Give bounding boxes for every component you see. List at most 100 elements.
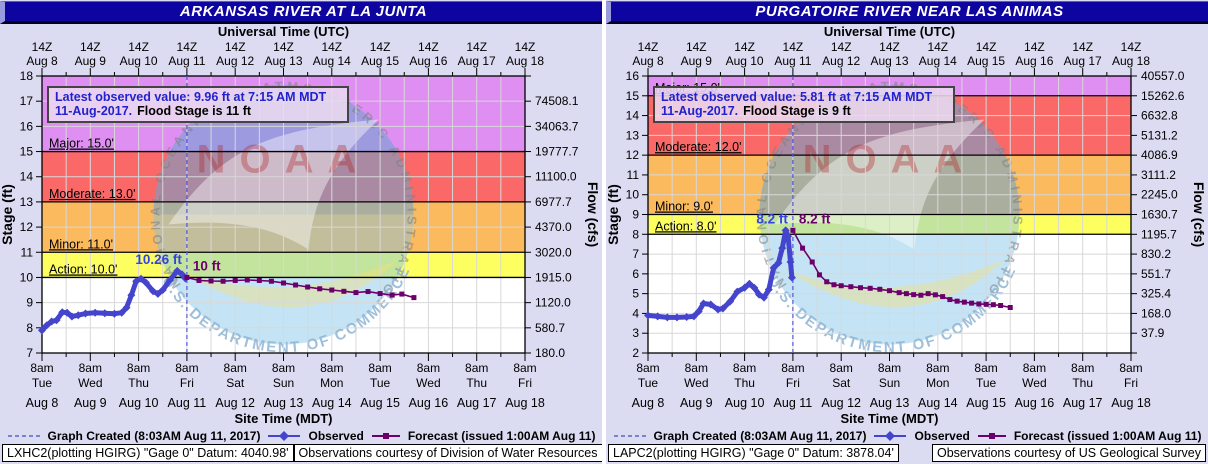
observed-marker bbox=[778, 244, 787, 253]
observed-marker bbox=[81, 309, 90, 318]
utc-date-label: Aug 9 bbox=[75, 54, 107, 68]
forecast-marker bbox=[858, 285, 864, 291]
forecast-marker bbox=[976, 301, 982, 307]
flow-tick-label: 551.7 bbox=[1141, 267, 1171, 281]
utc-date-label: Aug 14 bbox=[313, 54, 351, 68]
flow-tick-label: 1915.0 bbox=[535, 270, 572, 284]
site-time-tick-label: 8am bbox=[513, 361, 536, 375]
annotation-box bbox=[653, 86, 955, 123]
forecast-marker bbox=[411, 295, 417, 301]
weekday-label: Fri bbox=[786, 376, 800, 390]
observed-marker bbox=[745, 279, 754, 288]
utc-date-label: Aug 11 bbox=[774, 54, 811, 68]
flood-label-major: Major: 15.0' bbox=[49, 137, 114, 151]
site-time-tick-label: 8am bbox=[733, 361, 756, 375]
weekday-label: Tue bbox=[370, 376, 391, 390]
weekday-label: Wed bbox=[684, 376, 708, 390]
stage-tick-label: 5 bbox=[632, 287, 639, 301]
utc-axis-title: Universal Time (UTC) bbox=[823, 24, 956, 39]
forecast-line-icon bbox=[371, 432, 400, 439]
weekday-label: Wed bbox=[416, 376, 440, 390]
utc-date-label: Aug 16 bbox=[409, 54, 447, 68]
site-time-tick-label: 8am bbox=[127, 361, 150, 375]
forecast-marker bbox=[293, 282, 299, 288]
chart-title: ARKANSAS RIVER AT LA JUNTA bbox=[0, 1, 602, 24]
forecast-marker bbox=[317, 286, 323, 292]
stage-axis-title: Stage (ft) bbox=[0, 184, 15, 245]
forecast-marker bbox=[932, 292, 938, 298]
weekday-label: Sat bbox=[832, 376, 851, 390]
observed-marker bbox=[781, 226, 790, 235]
utc-tick-label: 14Z bbox=[976, 40, 997, 54]
utc-date-label: Aug 13 bbox=[264, 54, 302, 68]
noaa-letters: NOAA bbox=[803, 138, 977, 182]
site-time-tick-label: 8am bbox=[830, 361, 853, 375]
site-date-label: Aug 17 bbox=[457, 396, 497, 410]
forecast-marker bbox=[281, 280, 286, 286]
site-time-tick-label: 8am bbox=[1023, 361, 1046, 375]
flow-tick-label: 5131.2 bbox=[1141, 128, 1178, 142]
observed-marker bbox=[699, 299, 708, 308]
site-time-tick-label: 8am bbox=[465, 361, 488, 375]
observed-marker bbox=[100, 309, 109, 318]
legend-created-label: Graph Created (8:03AM Aug 11, 2017) bbox=[653, 428, 867, 443]
stage-tick-label: 13 bbox=[626, 128, 640, 142]
observed-marker bbox=[663, 313, 672, 322]
flow-tick-label: 3111.2 bbox=[1141, 168, 1176, 182]
observed-marker bbox=[63, 308, 72, 317]
chart-title: PURGATOIRE RIVER NEAR LAS ANIMAS bbox=[606, 1, 1208, 24]
weekday-label: Sat bbox=[226, 376, 245, 390]
legend-observed-label: Observed bbox=[308, 428, 364, 443]
flow-tick-label: 168.0 bbox=[1141, 306, 1171, 320]
flow-tick-label: 6977.7 bbox=[535, 195, 572, 209]
flow-tick-label: 830.2 bbox=[1141, 247, 1171, 261]
courtesy-note: Observations courtesy of Division of Wat… bbox=[293, 444, 602, 462]
forecast-marker bbox=[990, 302, 996, 308]
forecast-marker bbox=[341, 288, 347, 294]
forecast-marker bbox=[232, 277, 238, 283]
hydrograph-panel-arkansas: ARKANSAS RIVER AT LA JUNTA Universal Tim… bbox=[0, 0, 602, 464]
forecast-marker bbox=[184, 274, 190, 280]
utc-tick-label: 14Z bbox=[686, 40, 707, 54]
weekday-label: Thu bbox=[128, 376, 149, 390]
stage-tick-label: 11 bbox=[21, 245, 34, 259]
forecast-marker bbox=[305, 284, 311, 290]
observed-marker bbox=[122, 303, 131, 312]
flow-tick-label: 34063.7 bbox=[535, 119, 579, 133]
utc-tick-label: 14Z bbox=[80, 40, 101, 54]
flow-tick-label: 40557.0 bbox=[1141, 69, 1185, 83]
observed-marker bbox=[740, 283, 749, 292]
site-date-label: Aug 10 bbox=[119, 396, 159, 410]
forecast-marker bbox=[220, 278, 226, 284]
utc-date-label: Aug 11 bbox=[168, 54, 205, 68]
forecast-marker bbox=[256, 277, 262, 283]
annotation-line2: 11-Aug-2017. Flood Stage is 9 ft bbox=[661, 104, 852, 118]
flood-label-minor: Minor: 11.0' bbox=[49, 237, 113, 251]
site-date-label: Aug 18 bbox=[1111, 396, 1151, 410]
observed-marker bbox=[694, 307, 703, 316]
observed-marker bbox=[769, 263, 778, 272]
site-date-label: Aug 14 bbox=[918, 396, 958, 410]
legend-forecast-label: Forecast (issued 1:00AM Aug 11) bbox=[1013, 428, 1202, 443]
weekday-label: Wed bbox=[1022, 376, 1046, 390]
forecast-marker bbox=[816, 272, 822, 278]
observed-marker bbox=[127, 291, 136, 300]
observed-marker bbox=[173, 266, 182, 275]
forecast-marker bbox=[353, 290, 359, 296]
utc-axis-title: Universal Time (UTC) bbox=[217, 24, 350, 39]
stage-tick-label: 3 bbox=[632, 326, 639, 340]
annotation-line1: Latest observed value: 5.81 ft at 7:15 A… bbox=[661, 90, 933, 104]
utc-date-label: Aug 17 bbox=[1064, 54, 1102, 68]
site-date-label: Aug 12 bbox=[821, 396, 861, 410]
weekday-label: Sun bbox=[879, 376, 900, 390]
forecast-marker bbox=[867, 285, 873, 291]
utc-tick-label: 14Z bbox=[418, 40, 439, 54]
flow-tick-label: 11100.0 bbox=[535, 170, 577, 184]
forecast-marker bbox=[877, 286, 883, 292]
site-time-tick-label: 8am bbox=[224, 361, 247, 375]
site-date-label: Aug 15 bbox=[966, 396, 1006, 410]
stage-tick-label: 9 bbox=[26, 296, 33, 310]
forecast-marker bbox=[969, 300, 975, 306]
stage-axis-title: Stage (ft) bbox=[606, 184, 621, 245]
